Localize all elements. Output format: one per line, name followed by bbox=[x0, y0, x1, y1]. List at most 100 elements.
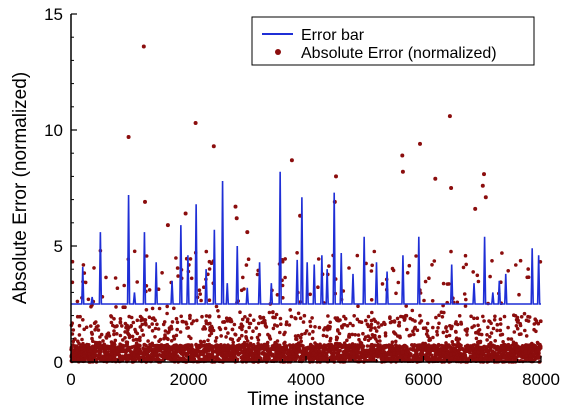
scatter-point bbox=[240, 333, 244, 338]
scatter-point bbox=[107, 358, 112, 362]
scatter-point bbox=[254, 354, 258, 358]
scatter-point bbox=[277, 354, 282, 359]
scatter-point bbox=[150, 322, 154, 326]
scatter-point bbox=[221, 356, 226, 360]
scatter-point bbox=[404, 304, 409, 308]
scatter-point bbox=[498, 317, 503, 322]
scatter-point bbox=[436, 326, 440, 330]
scatter-point bbox=[274, 353, 279, 357]
scatter-point bbox=[150, 329, 155, 333]
scatter-point bbox=[452, 352, 456, 356]
scatter-point bbox=[432, 259, 437, 263]
scatter-point bbox=[472, 343, 477, 347]
scatter-point bbox=[396, 351, 400, 355]
scatter-point bbox=[261, 315, 266, 320]
scatter-point bbox=[121, 354, 125, 359]
scatter-point bbox=[397, 323, 402, 328]
scatter-point bbox=[430, 353, 434, 358]
scatter-point bbox=[113, 338, 118, 343]
scatter-point bbox=[361, 354, 366, 359]
scatter-point bbox=[198, 292, 202, 296]
scatter-point bbox=[523, 349, 528, 354]
scatter-point bbox=[317, 345, 322, 350]
scatter-point bbox=[287, 323, 292, 327]
scatter-point bbox=[172, 343, 177, 348]
scatter-point bbox=[293, 334, 298, 338]
scatter-point bbox=[392, 351, 396, 356]
scatter-point bbox=[310, 316, 314, 320]
scatter-point bbox=[126, 348, 130, 353]
scatter-point bbox=[517, 332, 522, 337]
scatter-point bbox=[433, 349, 438, 353]
scatter-point bbox=[489, 331, 494, 335]
scatter-point bbox=[160, 271, 164, 275]
scatter-point bbox=[141, 333, 146, 337]
scatter-point bbox=[278, 316, 283, 321]
scatter-point bbox=[412, 358, 417, 362]
scatter-point bbox=[309, 343, 314, 348]
scatter-point bbox=[214, 304, 219, 309]
scatter-point bbox=[190, 347, 195, 352]
scatter-point bbox=[291, 352, 296, 356]
scatter-point bbox=[450, 340, 455, 344]
scatter-point bbox=[232, 322, 237, 327]
scatter-point bbox=[184, 322, 189, 326]
scatter-point bbox=[156, 287, 161, 292]
scatter-point bbox=[225, 353, 230, 358]
scatter-point bbox=[163, 351, 167, 355]
scatter-point bbox=[444, 325, 449, 329]
scatter-point bbox=[471, 346, 475, 351]
scatter-point bbox=[325, 344, 330, 348]
scatter-point bbox=[144, 254, 149, 258]
scatter-point bbox=[495, 328, 499, 333]
scatter-point bbox=[210, 326, 215, 330]
scatter-point-outlier bbox=[447, 114, 452, 119]
scatter-point bbox=[115, 286, 120, 291]
scatter-point bbox=[124, 324, 129, 329]
scatter-point bbox=[374, 329, 379, 333]
scatter-point bbox=[288, 357, 292, 361]
scatter-point bbox=[444, 341, 448, 345]
scatter-point-outlier bbox=[193, 121, 198, 125]
scatter-point bbox=[409, 347, 414, 352]
scatter-point bbox=[278, 330, 282, 335]
scatter-point bbox=[463, 253, 468, 258]
scatter-point bbox=[339, 343, 343, 348]
scatter-point bbox=[316, 257, 321, 261]
scatter-point bbox=[110, 346, 115, 351]
scatter-point bbox=[488, 335, 492, 339]
scatter-point bbox=[454, 336, 459, 341]
scatter-point bbox=[203, 356, 208, 360]
scatter-point bbox=[321, 356, 326, 361]
scatter-point-outlier bbox=[126, 135, 131, 139]
scatter-point bbox=[139, 318, 143, 323]
scatter-point bbox=[310, 336, 315, 341]
scatter-point bbox=[454, 355, 458, 360]
scatter-point bbox=[420, 345, 425, 350]
scatter-point bbox=[284, 320, 289, 324]
scatter-point bbox=[318, 353, 322, 358]
scatter-point bbox=[244, 336, 249, 341]
scatter-point bbox=[130, 334, 135, 339]
scatter-point bbox=[416, 345, 421, 350]
scatter-point bbox=[213, 339, 218, 343]
scatter-point bbox=[169, 324, 173, 329]
scatter-point bbox=[457, 314, 462, 318]
scatter-point bbox=[310, 348, 314, 353]
scatter-point bbox=[206, 338, 210, 343]
scatter-point bbox=[370, 310, 374, 315]
scatter-point bbox=[445, 282, 450, 286]
scatter-point bbox=[138, 338, 142, 343]
scatter-point bbox=[135, 318, 140, 323]
scatter-point bbox=[405, 327, 409, 332]
scatter-point bbox=[318, 356, 323, 361]
scatter-point bbox=[114, 357, 119, 362]
scatter-point bbox=[383, 331, 388, 335]
scatter-point bbox=[144, 357, 148, 362]
scatter-point bbox=[450, 324, 454, 329]
scatter-point bbox=[204, 349, 208, 354]
scatter-point bbox=[423, 279, 428, 284]
scatter-point bbox=[442, 347, 447, 352]
scatter-point bbox=[149, 344, 153, 348]
scatter-point bbox=[299, 350, 303, 354]
